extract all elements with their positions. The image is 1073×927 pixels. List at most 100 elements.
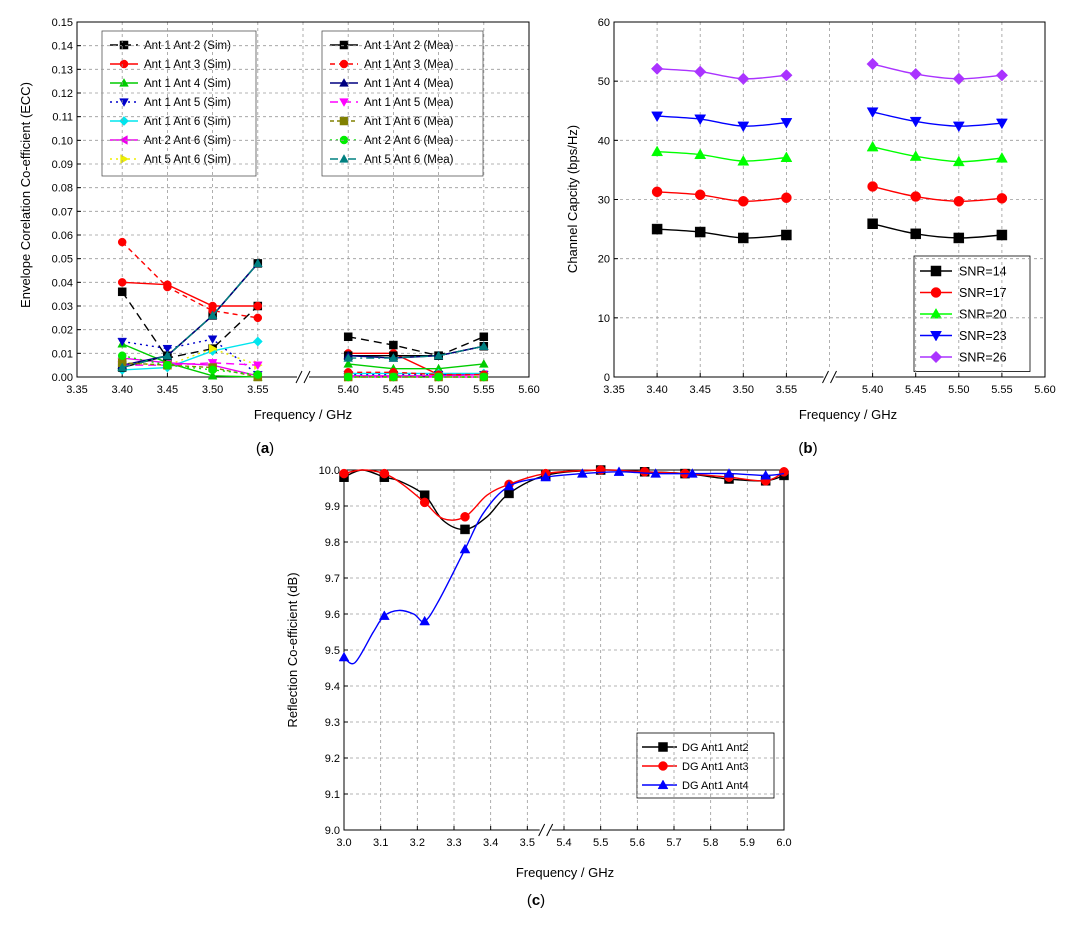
panel-a-legend-sim: Ant 1 Ant 2 (Sim)Ant 1 Ant 3 (Sim)Ant 1 … (101, 30, 257, 177)
series-dg-ant1-ant4 (338, 466, 785, 665)
series-line (348, 371, 484, 376)
y-tick-label: 0.07 (52, 206, 73, 218)
legend-label: SNR=17 (959, 286, 1007, 300)
x-tick-label: 5.6 (630, 837, 645, 849)
y-tick-label: 9.7 (325, 573, 340, 585)
x-tick-label: 5.60 (518, 384, 539, 396)
y-tick-label: 9.3 (325, 717, 340, 729)
x-tick-label: 3.45 (689, 384, 710, 396)
data-point (379, 468, 390, 479)
data-point (738, 232, 749, 244)
legend-marker (339, 40, 349, 50)
panel-b-caption: (b) (798, 440, 817, 457)
data-point (779, 467, 789, 477)
x-tick-label: 5.9 (740, 837, 755, 849)
x-tick-label: 3.5 (520, 837, 535, 849)
y-tick-label: 9.0 (325, 825, 340, 837)
y-tick-label: 0.03 (52, 301, 73, 313)
y-tick-label: 0.09 (52, 159, 73, 171)
data-point (207, 335, 218, 345)
data-point (162, 350, 173, 360)
x-tick-label: 5.55 (473, 384, 494, 396)
x-tick-label: 3.35 (66, 384, 87, 396)
y-tick-label: 0.06 (52, 230, 73, 242)
panel-a-xlabel: Frequency / GHz (254, 407, 352, 422)
data-point (995, 69, 1009, 82)
x-tick-label: 5.5 (593, 837, 608, 849)
legend-label: DG Ant1 Ant3 (682, 761, 749, 773)
y-tick-label: 0.10 (52, 135, 73, 147)
data-point (651, 186, 663, 198)
data-point (389, 340, 398, 350)
panel-a-legend-mea: Ant 1 Ant 2 (Mea)Ant 1 Ant 3 (Mea)Ant 1 … (321, 30, 484, 177)
y-tick-label: 9.1 (325, 789, 340, 801)
data-point (650, 62, 664, 75)
series-line (122, 338, 259, 376)
legend-marker (930, 287, 942, 298)
axis-break-slash (546, 823, 554, 837)
data-point (910, 228, 921, 240)
y-tick-label: 10 (598, 313, 610, 325)
panel-a-ecc-chart: Envelope Corelation Co-efficient (ECC) F… (18, 17, 540, 457)
legend-label: SNR=20 (959, 308, 1007, 322)
x-tick-label: 3.40 (646, 384, 667, 396)
series-line (657, 191, 787, 202)
x-tick-label: 5.7 (666, 837, 681, 849)
data-point (723, 468, 735, 478)
series-line (348, 336, 485, 357)
y-tick-label: 20 (598, 254, 610, 266)
legend-label: DG Ant1 Ant4 (682, 780, 749, 792)
data-point (909, 116, 922, 128)
x-tick-label: 5.4 (556, 837, 571, 849)
data-point (780, 69, 793, 82)
data-point (694, 226, 706, 238)
legend-label: SNR=23 (959, 329, 1007, 343)
legend-label: Ant 1 Ant 3 (Mea) (364, 59, 454, 71)
data-point (253, 301, 263, 311)
panel-c-series (338, 465, 789, 665)
y-tick-label: 0.14 (52, 41, 73, 53)
panel-b-capacity-chart: Channel Capcity (bps/Hz) Frequency / GHz… (565, 17, 1056, 457)
panel-a-ylabel: Envelope Corelation Co-efficient (ECC) (18, 82, 33, 308)
data-point (117, 351, 127, 360)
data-point (694, 65, 707, 78)
series-line (657, 150, 787, 162)
data-point (208, 365, 217, 375)
y-tick-label: 40 (598, 135, 610, 147)
data-point (760, 469, 772, 480)
x-tick-label: 3.45 (157, 384, 178, 396)
panel-c-xlabel: Frequency / GHz (516, 865, 614, 880)
series-snr-14 (651, 218, 1008, 244)
data-point (419, 497, 430, 508)
series-line (657, 115, 787, 127)
y-tick-label: 9.9 (325, 501, 340, 513)
series-line (657, 228, 787, 239)
legend-label: Ant 1 Ant 4 (Sim) (144, 78, 231, 90)
series-line (657, 68, 787, 80)
data-point (781, 192, 792, 203)
legend-marker (929, 350, 943, 364)
x-tick-label: 5.40 (337, 384, 358, 396)
panel-c-caption: (c) (527, 892, 545, 909)
data-point (117, 278, 127, 287)
data-point (867, 181, 878, 192)
axis-break-slash (538, 823, 546, 837)
x-tick-label: 3.4 (483, 837, 498, 849)
series-line (121, 343, 258, 378)
legend-marker (339, 78, 349, 87)
series-line (121, 291, 259, 359)
legend-marker (339, 98, 349, 107)
data-point (737, 155, 750, 166)
data-point (163, 282, 172, 292)
y-tick-label: 0.12 (52, 88, 73, 100)
legend-label: Ant 5 Ant 6 (Sim) (144, 154, 231, 166)
series-line (343, 469, 785, 531)
data-point (866, 140, 879, 152)
data-point (459, 543, 471, 554)
panel-c-ylabel: Reflection Co-efficient (dB) (285, 572, 300, 727)
legend-marker (930, 307, 942, 319)
axis-break-slash (303, 370, 311, 384)
data-point (378, 610, 390, 620)
data-point (478, 359, 489, 368)
axis-break-gap (539, 823, 552, 837)
